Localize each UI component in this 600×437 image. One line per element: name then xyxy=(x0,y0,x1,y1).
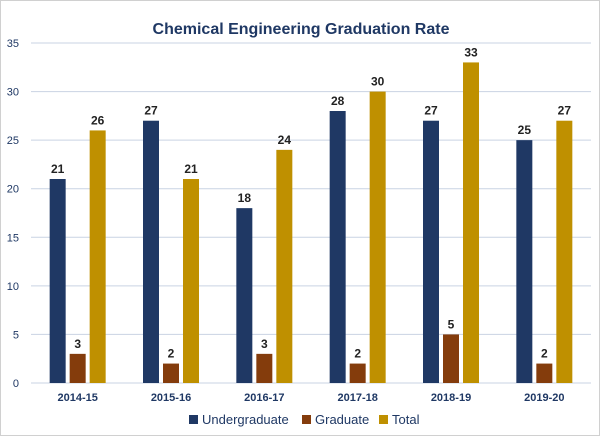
data-label: 2 xyxy=(541,347,548,361)
bar-undergraduate-2015-16 xyxy=(143,120,159,383)
y-tick-label: 35 xyxy=(7,38,19,50)
x-tick-label: 2018-19 xyxy=(431,392,471,404)
gridlines xyxy=(31,42,591,384)
bar-undergraduate-2019-20 xyxy=(516,140,533,383)
bar-total-2015-16 xyxy=(183,179,199,383)
bar-total-2016-17 xyxy=(276,149,293,383)
x-tick-label: 2019-20 xyxy=(524,392,564,404)
bar-total-2018-19 xyxy=(463,62,479,384)
legend-swatch-graduate xyxy=(302,415,311,424)
bars xyxy=(49,62,573,384)
data-label: 5 xyxy=(448,317,455,331)
y-tick-label: 15 xyxy=(7,232,19,244)
data-labels: 21 3 26 27 2 21 18 3 24 28 2 30 27 5 33 25 2 27 xyxy=(51,45,571,360)
data-label: 2 xyxy=(354,347,361,361)
data-label: 27 xyxy=(144,104,158,118)
data-label: 25 xyxy=(518,123,532,137)
x-tick-label: 2017-18 xyxy=(337,392,377,404)
bar-graduate-2019-20 xyxy=(536,363,553,383)
bar-total-2014-15 xyxy=(89,130,106,383)
data-label: 3 xyxy=(74,337,81,351)
bar-graduate-2014-15 xyxy=(69,353,86,383)
data-label: 2 xyxy=(168,347,175,361)
y-tick-label: 25 xyxy=(7,135,19,147)
bar-undergraduate-2018-19 xyxy=(423,120,439,383)
x-axis-ticks: 2014-15 2015-16 2016-17 2017-18 2018-19 2019-… xyxy=(57,392,564,404)
x-tick-label: 2016-17 xyxy=(244,392,284,404)
y-tick-label: 5 xyxy=(13,329,19,341)
y-tick-label: 20 xyxy=(7,184,19,196)
chart-title: Chemical Engineering Graduation Rate xyxy=(153,21,450,38)
data-label: 30 xyxy=(371,75,385,89)
bar-graduate-2016-17 xyxy=(256,353,273,383)
data-label: 21 xyxy=(184,162,198,176)
y-tick-label: 10 xyxy=(7,281,19,293)
x-tick-label: 2014-15 xyxy=(57,392,97,404)
legend-label-graduate: Graduate xyxy=(315,412,369,427)
y-axis-ticks: 0 5 10 15 20 25 30 35 xyxy=(7,38,19,390)
data-label: 28 xyxy=(331,94,345,108)
data-label: 24 xyxy=(278,133,292,147)
data-label: 27 xyxy=(558,104,572,118)
legend-swatch-total xyxy=(379,415,388,424)
data-label: 21 xyxy=(51,162,65,176)
bar-undergraduate-2014-15 xyxy=(49,179,66,383)
data-label: 3 xyxy=(261,337,268,351)
bar-graduate-2018-19 xyxy=(443,334,459,383)
x-tick-label: 2015-16 xyxy=(151,392,191,404)
legend-label-total: Total xyxy=(392,412,420,427)
legend-swatch-undergraduate xyxy=(189,415,198,424)
bar-undergraduate-2017-18 xyxy=(329,111,346,383)
bar-graduate-2015-16 xyxy=(163,363,179,383)
data-label: 26 xyxy=(91,113,105,127)
legend: Undergraduate Graduate Total xyxy=(189,412,420,427)
bar-graduate-2017-18 xyxy=(349,363,366,383)
bar-total-2019-20 xyxy=(556,120,573,383)
y-tick-label: 0 xyxy=(13,378,19,390)
bar-undergraduate-2016-17 xyxy=(236,208,253,383)
legend-label-undergraduate: Undergraduate xyxy=(202,412,289,427)
data-label: 18 xyxy=(238,191,252,205)
data-label: 27 xyxy=(424,104,438,118)
y-tick-label: 30 xyxy=(7,87,19,99)
data-label: 33 xyxy=(464,45,478,59)
bar-total-2017-18 xyxy=(369,91,386,384)
